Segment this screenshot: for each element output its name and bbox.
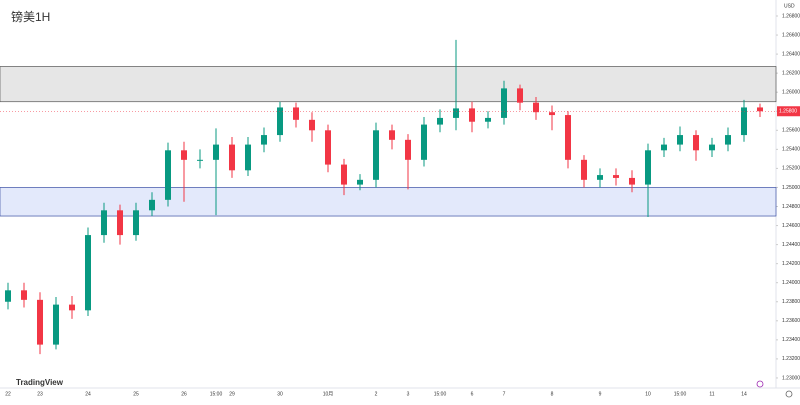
y-tick-label: 1.23800 [782, 299, 800, 305]
y-tick-label: 1.24400 [782, 242, 800, 248]
y-tick-label: 1.26800 [782, 13, 800, 19]
last-price-label: 1.25800 [779, 109, 797, 115]
candle-body [405, 139, 411, 160]
candle-body [181, 150, 187, 160]
x-tick-label: 3 [407, 391, 410, 397]
x-tick-label: 6 [471, 391, 474, 397]
candle-body [37, 299, 43, 345]
x-tick-label: 2 [375, 391, 378, 397]
candle-body [629, 177, 635, 185]
x-tick-label: 10月 [323, 391, 334, 397]
candle-body [389, 130, 395, 140]
x-tick-label: 7 [503, 391, 506, 397]
candle-body [261, 135, 267, 145]
candle-body [517, 88, 523, 103]
brand: TradingView [16, 378, 64, 387]
x-tick-label: 8 [551, 391, 554, 397]
zone [0, 66, 777, 103]
candle-body [677, 135, 683, 145]
candle-body [757, 107, 763, 112]
settings-icon[interactable] [785, 390, 793, 398]
event-icon[interactable] [756, 380, 764, 388]
candle-body [565, 115, 571, 160]
candle-body [309, 119, 315, 131]
candle-body [277, 107, 283, 136]
x-tick-label: 29 [229, 391, 235, 397]
x-tick-label: 30 [277, 391, 283, 397]
candle-body [501, 88, 507, 118]
candle-body [661, 144, 667, 151]
candle-body [213, 144, 219, 160]
x-tick-label: 25 [133, 391, 139, 397]
x-tick-label: 10 [645, 391, 651, 397]
candle-body [645, 150, 651, 185]
y-tick-label: 1.24600 [782, 223, 800, 229]
last-price-box [777, 106, 800, 117]
candle-body [469, 108, 475, 122]
y-tick-label: 1.25600 [782, 128, 800, 134]
x-tick-label: 26 [181, 391, 187, 397]
candle-body [597, 175, 603, 180]
y-tick-label: 1.23400 [782, 337, 800, 343]
y-tick-label: 1.24000 [782, 280, 800, 286]
candle-body [85, 235, 91, 311]
candle-body [5, 290, 11, 302]
candle-body [741, 107, 747, 136]
chart-title: 镑美1H [11, 9, 50, 24]
y-tick-label: 1.23600 [782, 318, 800, 324]
candle-body [437, 117, 443, 125]
plot: 1.26800 1.26600 1.26400 1.26200 1.26000 1.258… [0, 13, 800, 397]
candle-body [549, 112, 555, 116]
candle-body [293, 107, 299, 120]
candle-body [421, 124, 427, 160]
y-tick-label: 1.26600 [782, 32, 800, 38]
x-tick-label: 24 [85, 391, 91, 397]
y-tick-label: 1.24800 [782, 204, 800, 210]
y-tick-label: 1.23000 [782, 375, 800, 381]
candle-body [485, 117, 491, 122]
y-tick-label: 1.25400 [782, 147, 800, 153]
x-tick-label: 9 [599, 391, 602, 397]
y-tick-label: 1.25200 [782, 166, 800, 172]
candle-body [533, 102, 539, 113]
candle-body [53, 304, 59, 345]
x-tick-label: 23 [37, 391, 43, 397]
candle-body [101, 210, 107, 236]
y-tick-label: 1.25000 [782, 185, 800, 191]
candle-body [325, 130, 331, 165]
candle-body [373, 130, 379, 180]
y-tick-label: 1.26400 [782, 51, 800, 57]
candle-body [149, 199, 155, 211]
candle-body [725, 135, 731, 145]
currency-label: USD [784, 3, 795, 9]
candle-body [693, 135, 699, 151]
candle-body [197, 159, 203, 161]
candle-body [21, 290, 27, 300]
candle-body [165, 150, 171, 200]
candle-body [245, 144, 251, 171]
candle-body [69, 304, 75, 311]
x-tick-label: 15:00 [434, 391, 447, 397]
candle-body [613, 175, 619, 178]
candle-body [117, 210, 123, 236]
zone [0, 187, 777, 217]
y-tick-label: 1.26000 [782, 90, 800, 96]
x-tick-label: 15:00 [210, 391, 223, 397]
candle-body [709, 144, 715, 151]
candle-body [581, 159, 587, 180]
x-tick-label: 14 [741, 391, 747, 397]
y-tick-label: 1.26200 [782, 70, 800, 76]
y-tick-label: 1.24200 [782, 261, 800, 267]
candle-body [229, 144, 235, 171]
candle-body [357, 179, 363, 185]
x-tick-label: 22 [5, 391, 11, 397]
candle-body [133, 210, 139, 236]
x-tick-label: 15:00 [674, 391, 687, 397]
y-tick-label: 1.23200 [782, 356, 800, 362]
x-tick-label: 11 [709, 391, 714, 397]
candle-body [341, 164, 347, 185]
candle-body [453, 108, 459, 118]
